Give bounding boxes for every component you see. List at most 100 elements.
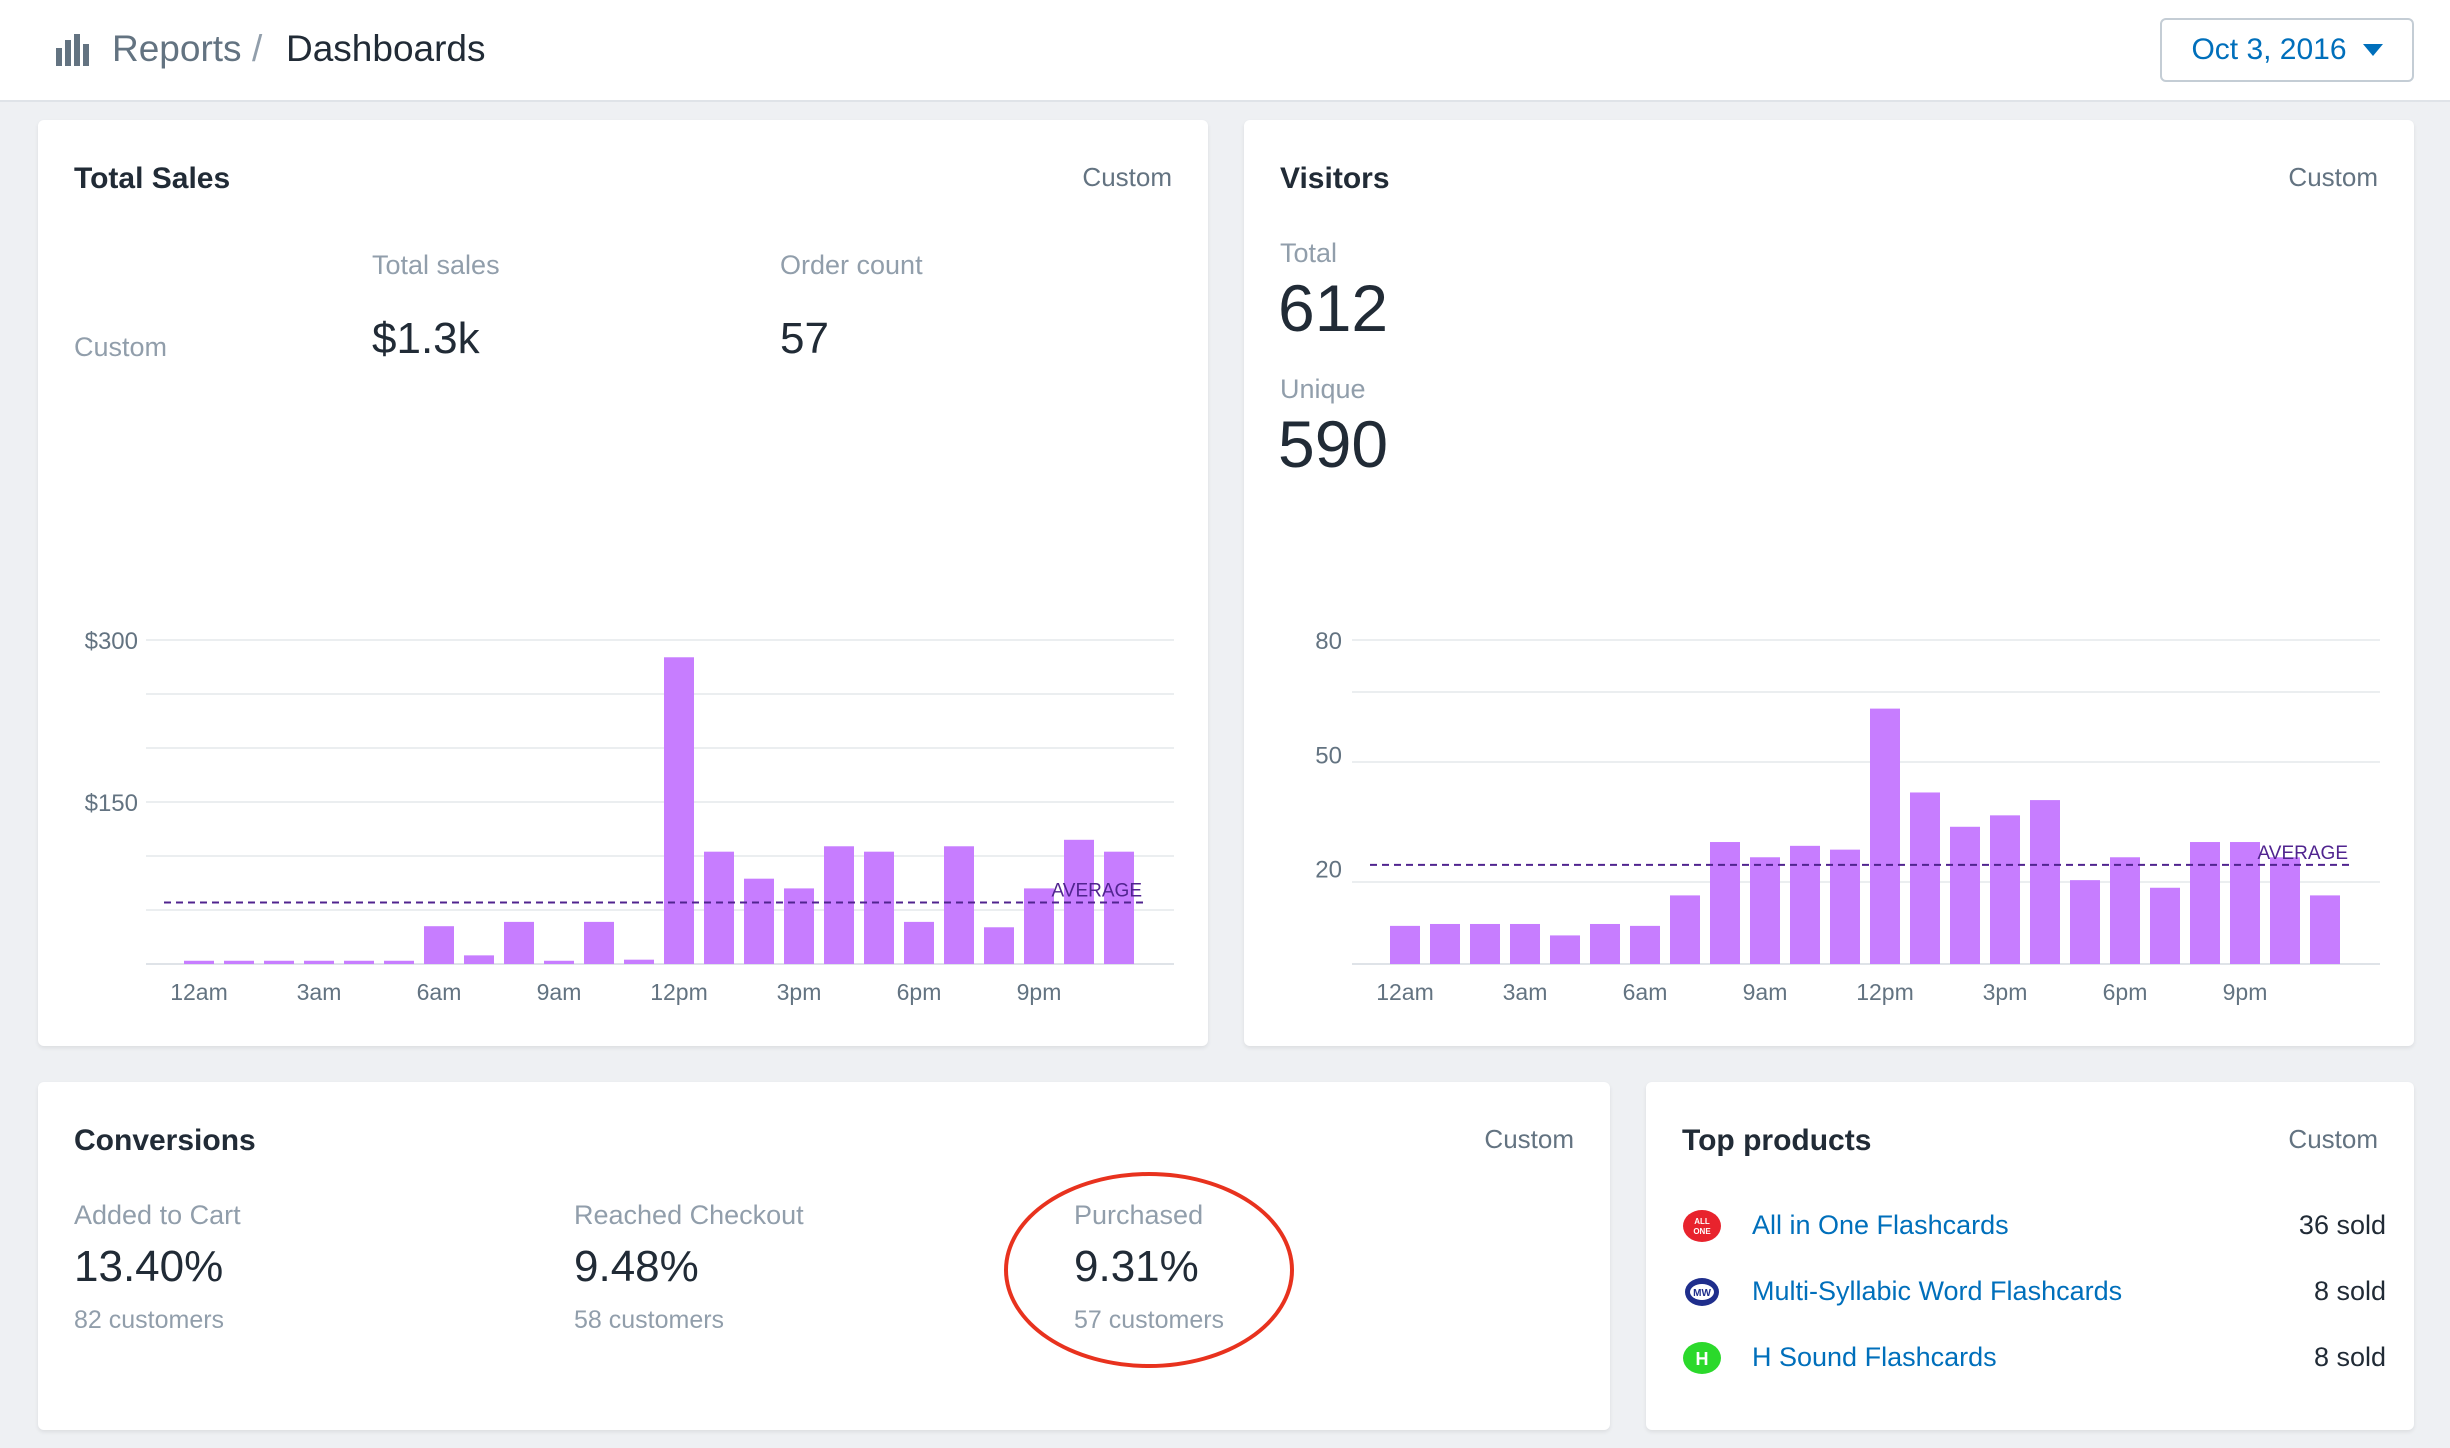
- reached-checkout-customers: 58 customers: [574, 1306, 725, 1334]
- y-tick-label: 50: [1315, 742, 1342, 769]
- svg-text:ONE: ONE: [1693, 1227, 1711, 1236]
- bar: [864, 851, 894, 964]
- sales-bar-chart: $150 $300 AVERAGE 12am 3am 6am 9am 12pm 3pm 6pm 9p…: [85, 628, 1174, 1005]
- bar: [1910, 792, 1940, 964]
- period-label[interactable]: Custom: [1484, 1124, 1574, 1154]
- bar: [2110, 857, 2140, 964]
- date-picker-button[interactable]: Oct 3, 2016: [2160, 18, 2414, 82]
- bar: [704, 851, 734, 964]
- svg-text:MW: MW: [1693, 1288, 1711, 1299]
- bar: [664, 657, 694, 964]
- total-sales-card: Total Sales Custom Custom Total sales $1…: [38, 120, 1208, 1046]
- order-count-label: Order count: [780, 250, 923, 280]
- total-visitors-value: 612: [1278, 271, 1389, 345]
- x-tick-label: 12am: [1376, 979, 1434, 1005]
- bar: [584, 921, 614, 964]
- product-row[interactable]: H H Sound Flashcards 8 sold: [1682, 1334, 2386, 1384]
- reached-checkout-label: Reached Checkout: [574, 1200, 804, 1230]
- card-title: Conversions: [74, 1124, 256, 1157]
- bar: [944, 846, 974, 964]
- bar: [224, 960, 254, 964]
- period-label[interactable]: Custom: [1082, 162, 1172, 192]
- bar: [824, 846, 854, 964]
- bar: [1950, 826, 1980, 964]
- product-thumbnail: H: [1683, 1342, 1721, 1374]
- unique-visitors-value: 590: [1278, 407, 1389, 481]
- reached-checkout-value: 9.48%: [574, 1242, 699, 1291]
- svg-text:ALL: ALL: [1694, 1217, 1710, 1226]
- bar: [1870, 708, 1900, 964]
- bar: [544, 960, 574, 964]
- breadcrumb-separator: /: [252, 28, 263, 69]
- bar: [1990, 815, 2020, 964]
- highlight-circle: [1004, 1172, 1294, 1368]
- bar: [744, 878, 774, 964]
- bar: [504, 921, 534, 964]
- x-tick-label: 6am: [1623, 979, 1668, 1005]
- bar: [1104, 851, 1134, 964]
- total-sales-label: Total sales: [372, 250, 500, 280]
- bar: [1550, 935, 1580, 964]
- bar: [784, 888, 814, 964]
- bar: [424, 926, 454, 964]
- card-title: Total Sales: [74, 162, 231, 195]
- bar: [2310, 895, 2340, 964]
- bar: [304, 960, 334, 964]
- bar: [344, 960, 374, 964]
- period-label[interactable]: Custom: [2288, 1124, 2378, 1154]
- product-row[interactable]: ALL ONE All in One Flashcards 36 sold: [1682, 1202, 2386, 1252]
- bar: [1024, 888, 1054, 964]
- bar: [1390, 925, 1420, 964]
- bar: [1670, 895, 1700, 964]
- x-tick-label: 9am: [1743, 979, 1788, 1005]
- y-tick-label: 80: [1315, 628, 1342, 655]
- bar: [2030, 800, 2060, 964]
- unique-visitors-label: Unique: [1280, 374, 1366, 404]
- order-count-value: 57: [780, 314, 829, 363]
- bar: [1750, 857, 1780, 964]
- bar: [184, 960, 214, 964]
- bar: [2190, 842, 2220, 964]
- bar-chart-icon: [56, 34, 89, 66]
- total-visitors-label: Total: [1280, 238, 1338, 268]
- product-name-link[interactable]: All in One Flashcards: [1752, 1210, 2009, 1240]
- total-sales-value: $1.3k: [372, 314, 480, 363]
- top-products-card: Top products Custom ALL ONE All in One F…: [1646, 1082, 2414, 1430]
- x-tick-label: 3pm: [1983, 979, 2028, 1005]
- bar: [2230, 842, 2260, 964]
- product-name-link[interactable]: H Sound Flashcards: [1752, 1342, 1997, 1372]
- product-sold-count: 8 sold: [2313, 1342, 2386, 1372]
- product-thumbnail: ALL ONE: [1683, 1210, 1721, 1242]
- bar: [464, 955, 494, 964]
- x-tick-label: 12pm: [1856, 979, 1914, 1005]
- average-label: AVERAGE: [2258, 843, 2348, 864]
- average-label: AVERAGE: [1052, 880, 1142, 901]
- card-title: Visitors: [1280, 162, 1390, 195]
- bar: [2150, 887, 2180, 964]
- card-title: Top products: [1682, 1124, 1872, 1157]
- bar: [1630, 925, 1660, 964]
- x-tick-label: 6pm: [897, 979, 942, 1005]
- added-to-cart-label: Added to Cart: [74, 1200, 241, 1230]
- caret-down-icon: [2362, 44, 2383, 56]
- bar: [1710, 842, 1740, 964]
- y-tick-label: 20: [1315, 857, 1342, 884]
- x-tick-label: 12pm: [650, 979, 708, 1005]
- added-to-cart-customers: 82 customers: [74, 1306, 225, 1334]
- x-tick-label: 12am: [170, 979, 228, 1005]
- product-row[interactable]: MW Multi-Syllabic Word Flashcards 8 sold: [1682, 1268, 2386, 1318]
- visitors-bar-chart: 20 50 80 AVERAGE 12am 3am 6am 9am 12pm 3pm 6pm 9pm: [1315, 628, 2380, 1005]
- top-bar: Reports / Dashboards Oct 3, 2016: [0, 0, 2450, 102]
- x-tick-label: 9am: [537, 979, 582, 1005]
- breadcrumb-reports-link[interactable]: Reports: [112, 28, 242, 69]
- svg-text:H: H: [1696, 1349, 1709, 1369]
- product-name-link[interactable]: Multi-Syllabic Word Flashcards: [1752, 1276, 2123, 1306]
- x-tick-label: 9pm: [2223, 979, 2268, 1005]
- conversions-card: Conversions Custom Added to Cart 13.40% …: [38, 1082, 1610, 1430]
- bar: [624, 959, 654, 964]
- period-label[interactable]: Custom: [2288, 162, 2378, 192]
- x-tick-label: 6am: [417, 979, 462, 1005]
- product-sold-count: 8 sold: [2313, 1276, 2386, 1306]
- y-tick-label: $300: [85, 628, 138, 655]
- added-to-cart-value: 13.40%: [74, 1242, 224, 1291]
